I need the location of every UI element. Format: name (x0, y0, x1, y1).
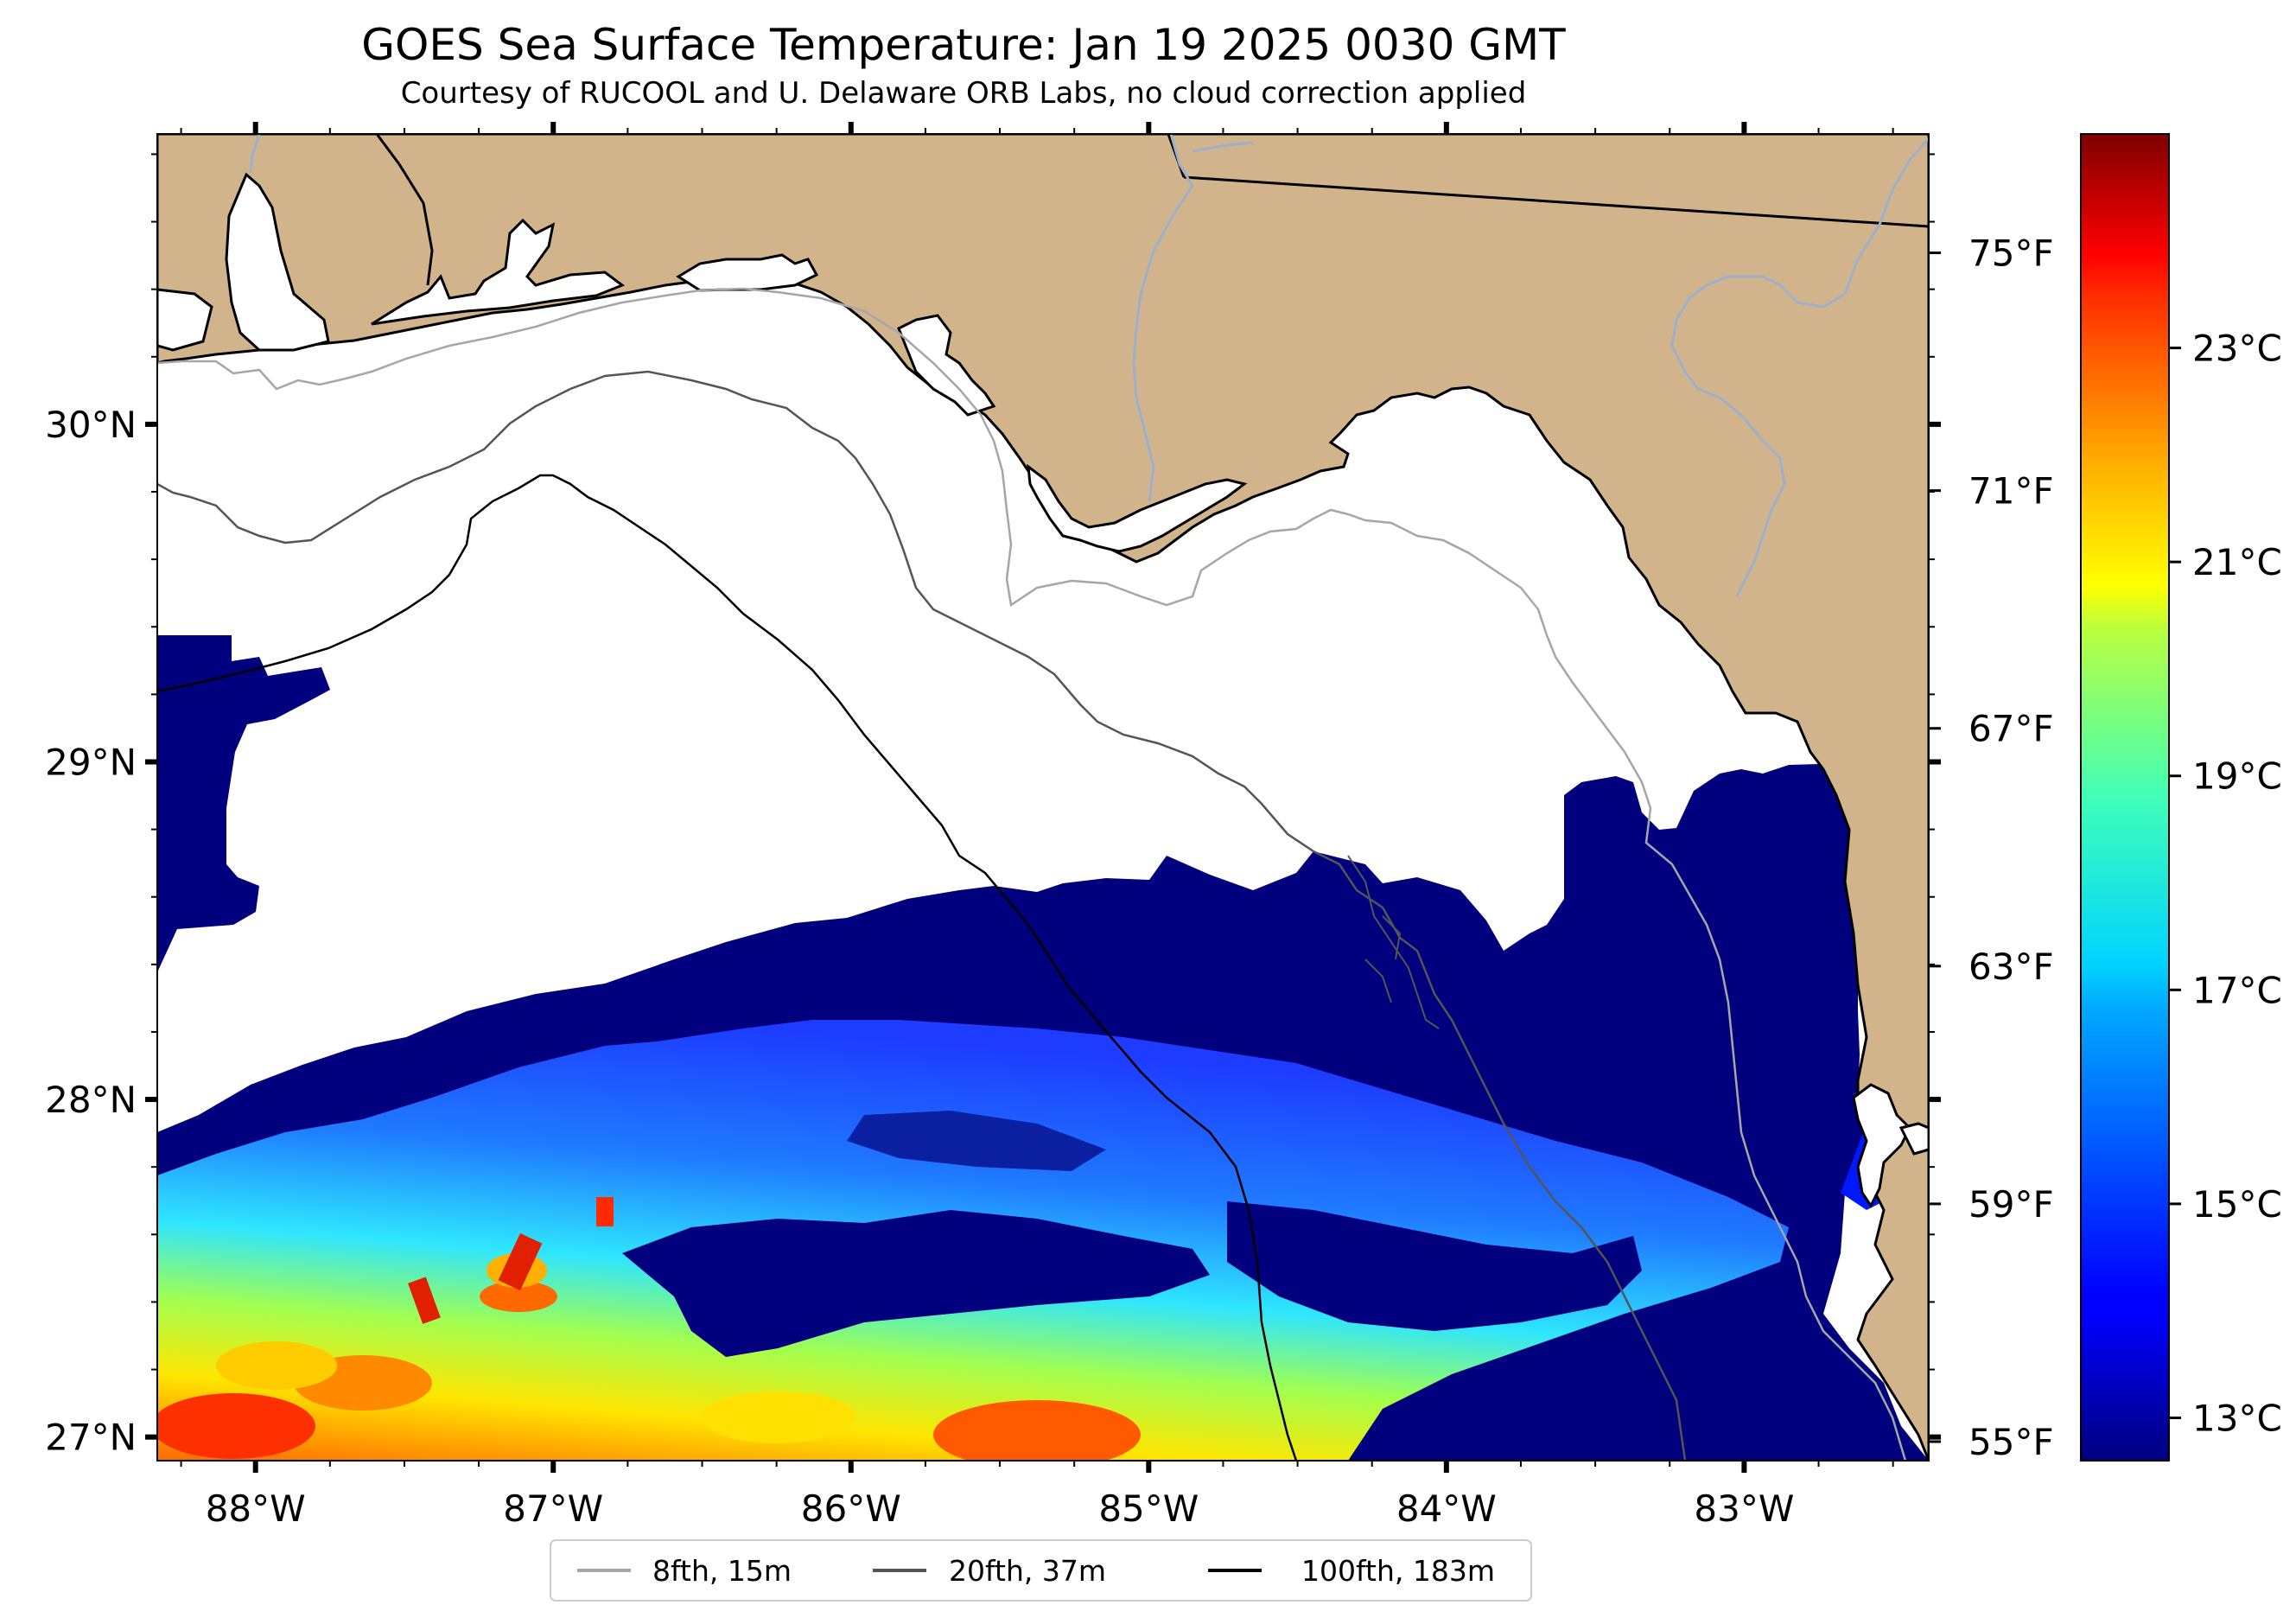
mobile-bay (225, 172, 330, 352)
c-tick-label: 15°C (2192, 1183, 2282, 1226)
sst-warm-patch (498, 1232, 543, 1291)
f-tick-label: 55°F (1968, 1421, 2054, 1463)
legend-label-100fth: 100fth, 183m (1301, 1554, 1495, 1588)
sst-warm-patch (216, 1341, 337, 1390)
c-tick-label: 21°C (2192, 541, 2282, 583)
legend-box (550, 1539, 1532, 1602)
perdido-bay (157, 288, 213, 352)
c-tick-label: 17°C (2192, 969, 2282, 1011)
sst-warm-patch (408, 1277, 441, 1324)
lon-tick-label: 87°W (503, 1487, 603, 1530)
lon-tick-label: 83°W (1694, 1487, 1794, 1530)
legend-label-20fth: 20fth, 37m (949, 1554, 1106, 1588)
f-tick-label: 67°F (1968, 708, 2054, 750)
map-title: GOES Sea Surface Temperature: Jan 19 202… (361, 20, 1566, 70)
contour-100fth (157, 474, 1298, 1461)
contour-20fth-islands (1347, 855, 1440, 1029)
contour-8fth (157, 287, 1907, 1461)
sst-warm-patch (596, 1197, 614, 1226)
minor-ticks (151, 128, 1935, 1467)
sst-warm-patch (933, 1400, 1141, 1461)
river (249, 134, 261, 174)
bathymetry-legend: 8fth, 15m 20fth, 37m 100fth, 183m (550, 1539, 1532, 1602)
river (1192, 141, 1254, 153)
land-mass (157, 134, 1929, 1461)
f-tick-label: 63°F (1968, 946, 2054, 988)
c-tick-label: 13°C (2192, 1397, 2282, 1439)
map-subtitle: Courtesy of RUCOOL and U. Delaware ORB L… (400, 76, 1527, 111)
sst-warm-patch (700, 1392, 855, 1443)
colorbar: 13°C 15°C 17°C 19°C 21°C 23°C (2080, 133, 2282, 1462)
lat-tick-label: 27°N (45, 1417, 137, 1459)
f-tick-label: 59°F (1968, 1183, 2054, 1226)
fahrenheit-axis: 55°F 59°F 63°F 67°F 71°F 75°F (1929, 232, 2054, 1463)
lon-tick-label: 84°W (1396, 1487, 1497, 1530)
river (1132, 134, 1194, 502)
sst-cold-streak (1227, 1201, 1642, 1331)
contour-20fth (157, 370, 1687, 1461)
latitude-ticks: 27°N 28°N 29°N 30°N (45, 404, 1941, 1459)
colorbar-gradient (2080, 133, 2170, 1462)
tampa-bay (1898, 1122, 1929, 1156)
river (1670, 137, 1929, 597)
state-border (375, 134, 434, 286)
pensacola-bay (371, 218, 626, 326)
lat-tick-label: 30°N (45, 404, 137, 446)
longitude-ticks: 88°W 87°W 86°W 85°W 84°W 83°W (206, 122, 1794, 1530)
map-frame (156, 133, 1930, 1462)
lon-tick-label: 85°W (1098, 1487, 1199, 1530)
lat-tick-label: 28°N (45, 1079, 137, 1121)
lon-tick-label: 86°W (801, 1487, 901, 1530)
c-tick-label: 19°C (2192, 755, 2282, 798)
c-tick-label: 23°C (2192, 328, 2282, 370)
lat-tick-label: 29°N (45, 741, 137, 783)
sst-cold-streak (622, 1210, 1210, 1357)
sst-warm-patch (157, 1393, 315, 1459)
sst-cold-streak (847, 1111, 1106, 1171)
map-area (157, 134, 1929, 1461)
legend-label-8fth: 8fth, 15m (652, 1554, 792, 1588)
colorbar-ticks: 13°C 15°C 17°C 19°C 21°C 23°C (2169, 328, 2282, 1439)
f-tick-label: 75°F (1968, 232, 2054, 275)
tampa-bay (1852, 1083, 1911, 1208)
lon-tick-label: 88°W (206, 1487, 306, 1530)
sst-cold-region (157, 635, 330, 972)
sst-warm-patch (480, 1281, 557, 1312)
apalachicola-bay (1027, 463, 1248, 553)
f-tick-label: 71°F (1968, 470, 2054, 513)
st-andrews-bay (897, 314, 996, 417)
state-border (1183, 175, 1929, 228)
